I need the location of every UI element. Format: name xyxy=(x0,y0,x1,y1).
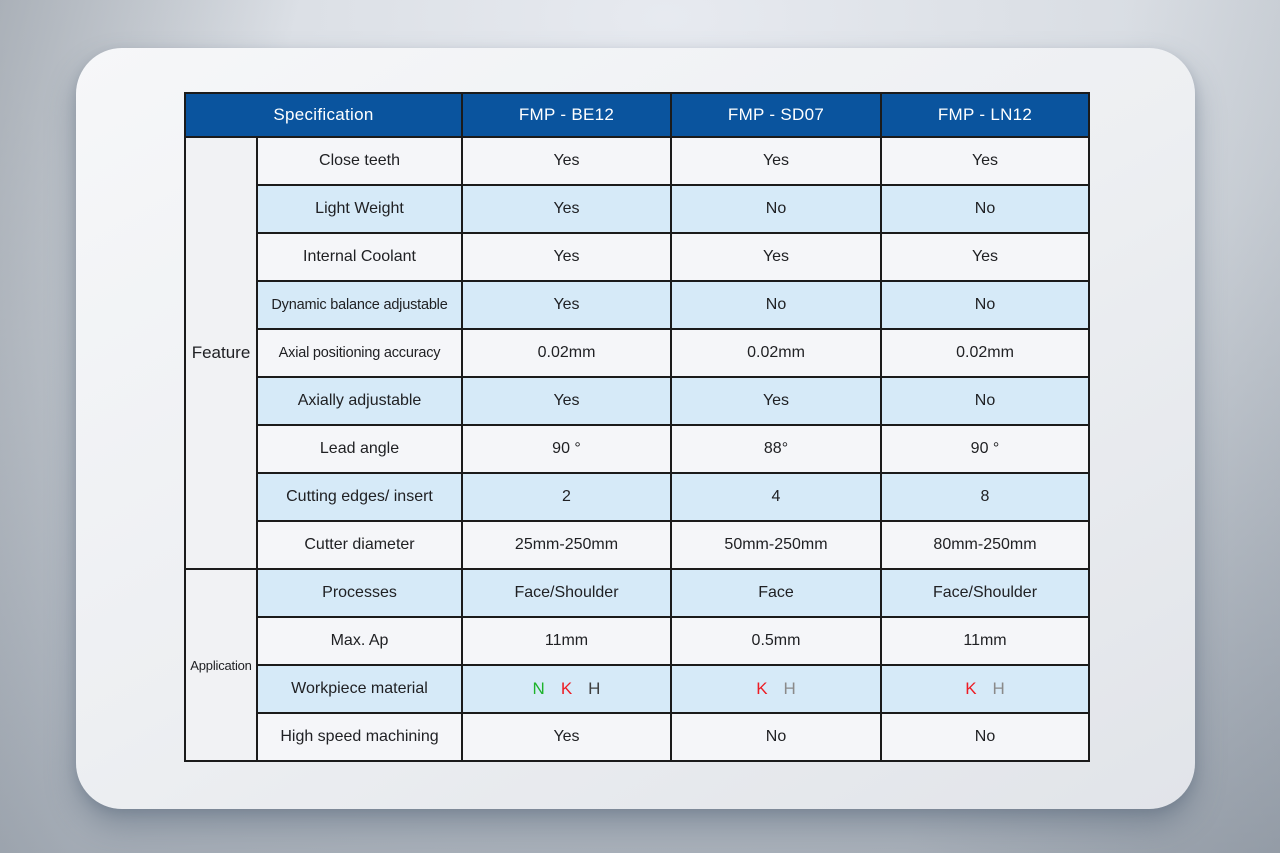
material-letter-k: K xyxy=(560,679,573,698)
cell-value: No xyxy=(670,280,882,330)
cell-value: Face/Shoulder xyxy=(461,568,672,618)
row-label: Close teeth xyxy=(256,136,463,186)
cell-value: 0.02mm xyxy=(880,328,1090,378)
table-header: Specification FMP - BE12 FMP - SD07 FMP - L… xyxy=(184,92,1090,138)
table-body: Feature Close teeth Yes Yes Yes Light Weight Y… xyxy=(184,136,1090,762)
row-label: Axial positioning accuracy xyxy=(256,328,463,378)
group-label-application: Application xyxy=(184,568,258,762)
cell-value: Yes xyxy=(461,376,672,426)
table-row: Workpiece material N K H K H K H xyxy=(185,664,1090,714)
cell-value: 0.02mm xyxy=(670,328,882,378)
group-label-feature: Feature xyxy=(184,136,258,570)
table-row: Axial positioning accuracy 0.02mm 0.02mm 0.… xyxy=(185,328,1090,378)
cell-value: 11mm xyxy=(880,616,1090,666)
cell-value: Yes xyxy=(670,232,882,282)
table-row: High speed machining Yes No No xyxy=(185,712,1090,762)
cell-value: 90 ° xyxy=(461,424,672,474)
table-row: Feature Close teeth Yes Yes Yes xyxy=(184,136,1090,570)
cell-value: Face xyxy=(670,568,882,618)
cell-value: Yes xyxy=(461,184,672,234)
row-label: Workpiece material xyxy=(256,664,463,714)
spec-comparison-table: Specification FMP - BE12 FMP - SD07 FMP - L… xyxy=(184,92,1090,762)
material-letter-n: N xyxy=(532,679,545,698)
header-product-1: FMP - BE12 xyxy=(461,92,672,138)
material-letter-h: H xyxy=(783,679,796,698)
table-row: Internal Coolant Yes Yes Yes xyxy=(185,232,1090,282)
row-label: Cutting edges/ insert xyxy=(256,472,463,522)
header-product-2: FMP - SD07 xyxy=(670,92,882,138)
material-letter-h: H xyxy=(992,679,1005,698)
row-label: Processes xyxy=(256,568,463,618)
cell-value: 90 ° xyxy=(880,424,1090,474)
cell-value: Yes xyxy=(880,136,1090,186)
cell-value: 4 xyxy=(670,472,882,522)
table-row: Application Processes Face/Shoulder Face Fac… xyxy=(184,568,1090,762)
cell-value: 80mm-250mm xyxy=(880,520,1090,570)
cell-value: No xyxy=(670,712,882,762)
cell-value: Yes xyxy=(461,280,672,330)
header-specification: Specification xyxy=(184,92,463,138)
header-product-3: FMP - LN12 xyxy=(880,92,1090,138)
cell-value: 11mm xyxy=(461,616,672,666)
cell-value: Yes xyxy=(461,232,672,282)
row-label: Light Weight xyxy=(256,184,463,234)
cell-value: 2 xyxy=(461,472,672,522)
cell-value: No xyxy=(880,280,1090,330)
cell-value: Yes xyxy=(461,712,672,762)
cell-value: No xyxy=(880,184,1090,234)
row-label: Dynamic balance adjustable xyxy=(256,280,463,330)
header-row: Specification FMP - BE12 FMP - SD07 FMP - L… xyxy=(184,92,1090,138)
content-card: Specification FMP - BE12 FMP - SD07 FMP - L… xyxy=(76,48,1195,809)
cell-value: 8 xyxy=(880,472,1090,522)
cell-value: 88° xyxy=(670,424,882,474)
cell-value: No xyxy=(880,376,1090,426)
table-row: Lead angle 90 ° 88° 90 ° xyxy=(185,424,1090,474)
table-row: Max. Ap 11mm 0.5mm 11mm xyxy=(185,616,1090,666)
table-row: Axially adjustable Yes Yes No xyxy=(185,376,1090,426)
row-label: Lead angle xyxy=(256,424,463,474)
cell-value: Face/Shoulder xyxy=(880,568,1090,618)
row-label: High speed machining xyxy=(256,712,463,762)
material-letter-h: H xyxy=(588,679,601,698)
material-letter-k: K xyxy=(756,679,768,698)
row-label: Cutter diameter xyxy=(256,520,463,570)
cell-value: Yes xyxy=(880,232,1090,282)
table-row: Dynamic balance adjustable Yes No No xyxy=(185,280,1090,330)
cell-value: 25mm-250mm xyxy=(461,520,672,570)
table-row: Cutting edges/ insert 2 4 8 xyxy=(185,472,1090,522)
row-label: Internal Coolant xyxy=(256,232,463,282)
material-letter-k: K xyxy=(965,679,977,698)
cell-value: Yes xyxy=(670,136,882,186)
cell-value: 0.02mm xyxy=(461,328,672,378)
table-row: Cutter diameter 25mm-250mm 50mm-250mm 80mm-… xyxy=(185,520,1090,570)
cell-value: Yes xyxy=(670,376,882,426)
row-label: Axially adjustable xyxy=(256,376,463,426)
cell-value: Yes xyxy=(461,136,672,186)
cell-value: No xyxy=(670,184,882,234)
cell-value: 0.5mm xyxy=(670,616,882,666)
row-label: Max. Ap xyxy=(256,616,463,666)
cell-value: No xyxy=(880,712,1090,762)
cell-value: 50mm-250mm xyxy=(670,520,882,570)
table-row: Light Weight Yes No No xyxy=(185,184,1090,234)
